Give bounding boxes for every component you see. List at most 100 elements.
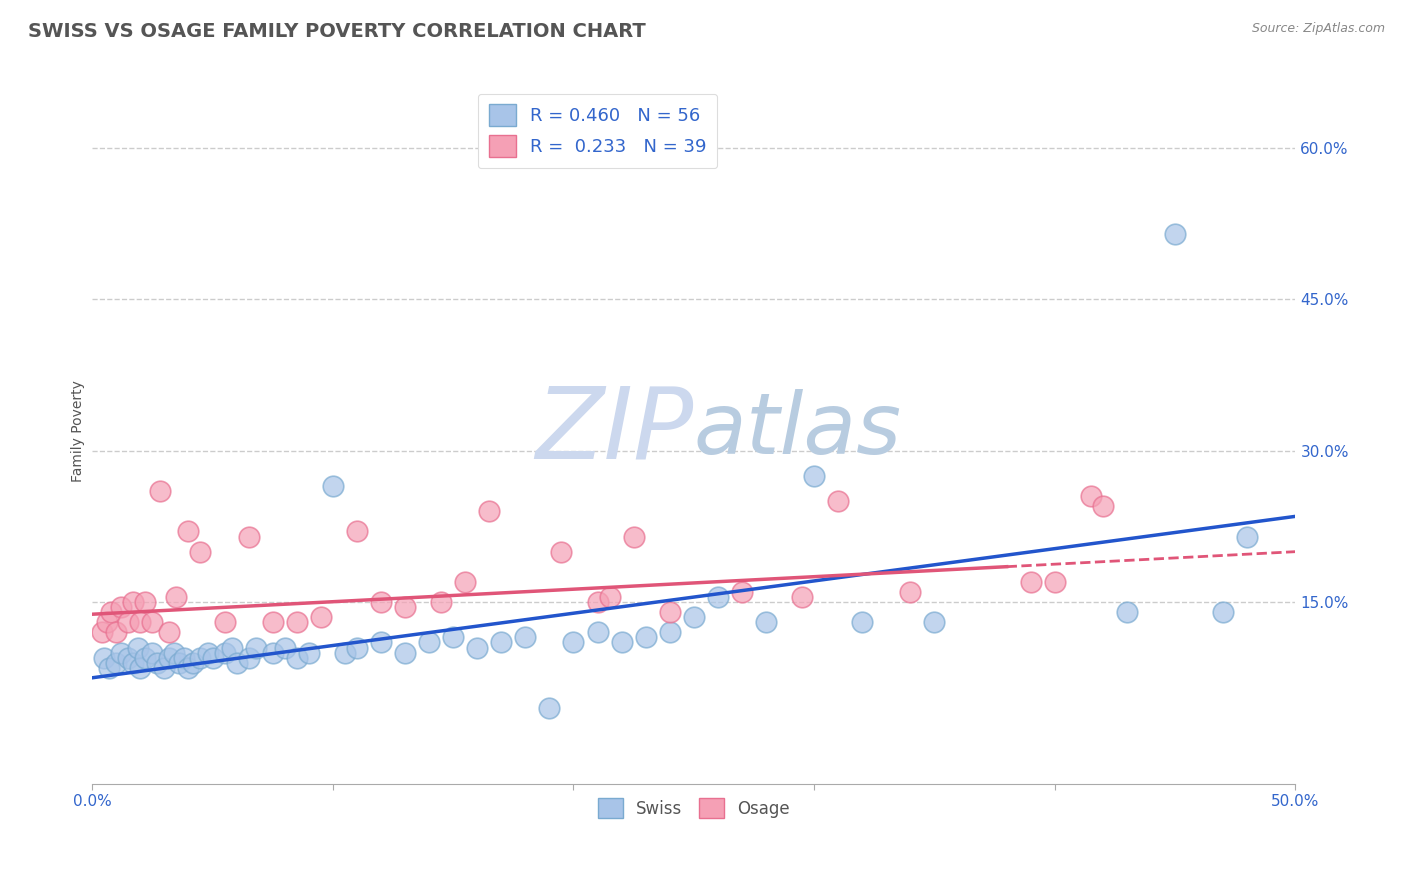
- Point: [707, 590, 730, 604]
- Point: [285, 650, 308, 665]
- Point: [1116, 605, 1139, 619]
- Point: [146, 656, 169, 670]
- Point: [394, 600, 416, 615]
- Point: [225, 656, 247, 670]
- Point: [454, 574, 477, 589]
- Point: [634, 631, 657, 645]
- Point: [623, 529, 645, 543]
- Point: [141, 646, 163, 660]
- Point: [285, 615, 308, 630]
- Text: Source: ZipAtlas.com: Source: ZipAtlas.com: [1251, 22, 1385, 36]
- Point: [190, 650, 212, 665]
- Point: [122, 656, 145, 670]
- Point: [201, 650, 224, 665]
- Point: [333, 646, 356, 660]
- Point: [658, 605, 681, 619]
- Point: [346, 640, 368, 655]
- Point: [1212, 605, 1234, 619]
- Point: [190, 544, 212, 558]
- Point: [157, 650, 180, 665]
- Point: [134, 595, 156, 609]
- Point: [177, 524, 200, 539]
- Point: [1080, 489, 1102, 503]
- Point: [105, 625, 128, 640]
- Point: [370, 595, 392, 609]
- Point: [346, 524, 368, 539]
- Point: [465, 640, 488, 655]
- Point: [177, 661, 200, 675]
- Point: [141, 615, 163, 630]
- Point: [658, 625, 681, 640]
- Point: [599, 590, 621, 604]
- Point: [173, 650, 195, 665]
- Point: [803, 469, 825, 483]
- Point: [1019, 574, 1042, 589]
- Point: [900, 585, 922, 599]
- Point: [214, 646, 236, 660]
- Point: [93, 650, 115, 665]
- Point: [731, 585, 754, 599]
- Point: [163, 646, 186, 660]
- Point: [515, 631, 537, 645]
- Point: [129, 615, 152, 630]
- Point: [562, 635, 585, 649]
- Point: [117, 650, 139, 665]
- Point: [1091, 500, 1114, 514]
- Point: [127, 640, 149, 655]
- Point: [478, 504, 501, 518]
- Point: [1043, 574, 1066, 589]
- Point: [245, 640, 267, 655]
- Point: [157, 625, 180, 640]
- Point: [134, 650, 156, 665]
- Point: [238, 650, 260, 665]
- Point: [322, 479, 344, 493]
- Point: [1164, 227, 1187, 241]
- Point: [298, 646, 321, 660]
- Point: [262, 615, 284, 630]
- Point: [122, 595, 145, 609]
- Point: [153, 661, 176, 675]
- Point: [586, 625, 609, 640]
- Point: [790, 590, 813, 604]
- Point: [181, 656, 204, 670]
- Point: [129, 661, 152, 675]
- Point: [221, 640, 243, 655]
- Legend: Swiss, Osage: Swiss, Osage: [591, 791, 797, 825]
- Point: [610, 635, 633, 649]
- Point: [167, 656, 190, 670]
- Point: [851, 615, 873, 630]
- Point: [238, 529, 260, 543]
- Point: [117, 615, 139, 630]
- Text: atlas: atlas: [693, 389, 901, 472]
- Point: [827, 494, 849, 508]
- Point: [538, 701, 561, 715]
- Text: ZIP: ZIP: [536, 382, 693, 479]
- Point: [441, 631, 464, 645]
- Point: [90, 625, 112, 640]
- Point: [370, 635, 392, 649]
- Y-axis label: Family Poverty: Family Poverty: [72, 380, 86, 482]
- Point: [262, 646, 284, 660]
- Point: [491, 635, 513, 649]
- Point: [105, 656, 128, 670]
- Point: [165, 590, 187, 604]
- Point: [550, 544, 572, 558]
- Point: [214, 615, 236, 630]
- Point: [924, 615, 946, 630]
- Point: [309, 610, 332, 624]
- Point: [148, 484, 170, 499]
- Point: [1236, 529, 1258, 543]
- Point: [98, 661, 121, 675]
- Point: [430, 595, 453, 609]
- Point: [197, 646, 219, 660]
- Point: [273, 640, 295, 655]
- Text: SWISS VS OSAGE FAMILY POVERTY CORRELATION CHART: SWISS VS OSAGE FAMILY POVERTY CORRELATIO…: [28, 22, 645, 41]
- Point: [586, 595, 609, 609]
- Point: [100, 605, 122, 619]
- Point: [418, 635, 440, 649]
- Point: [394, 646, 416, 660]
- Point: [96, 615, 118, 630]
- Point: [110, 600, 132, 615]
- Point: [755, 615, 778, 630]
- Point: [682, 610, 704, 624]
